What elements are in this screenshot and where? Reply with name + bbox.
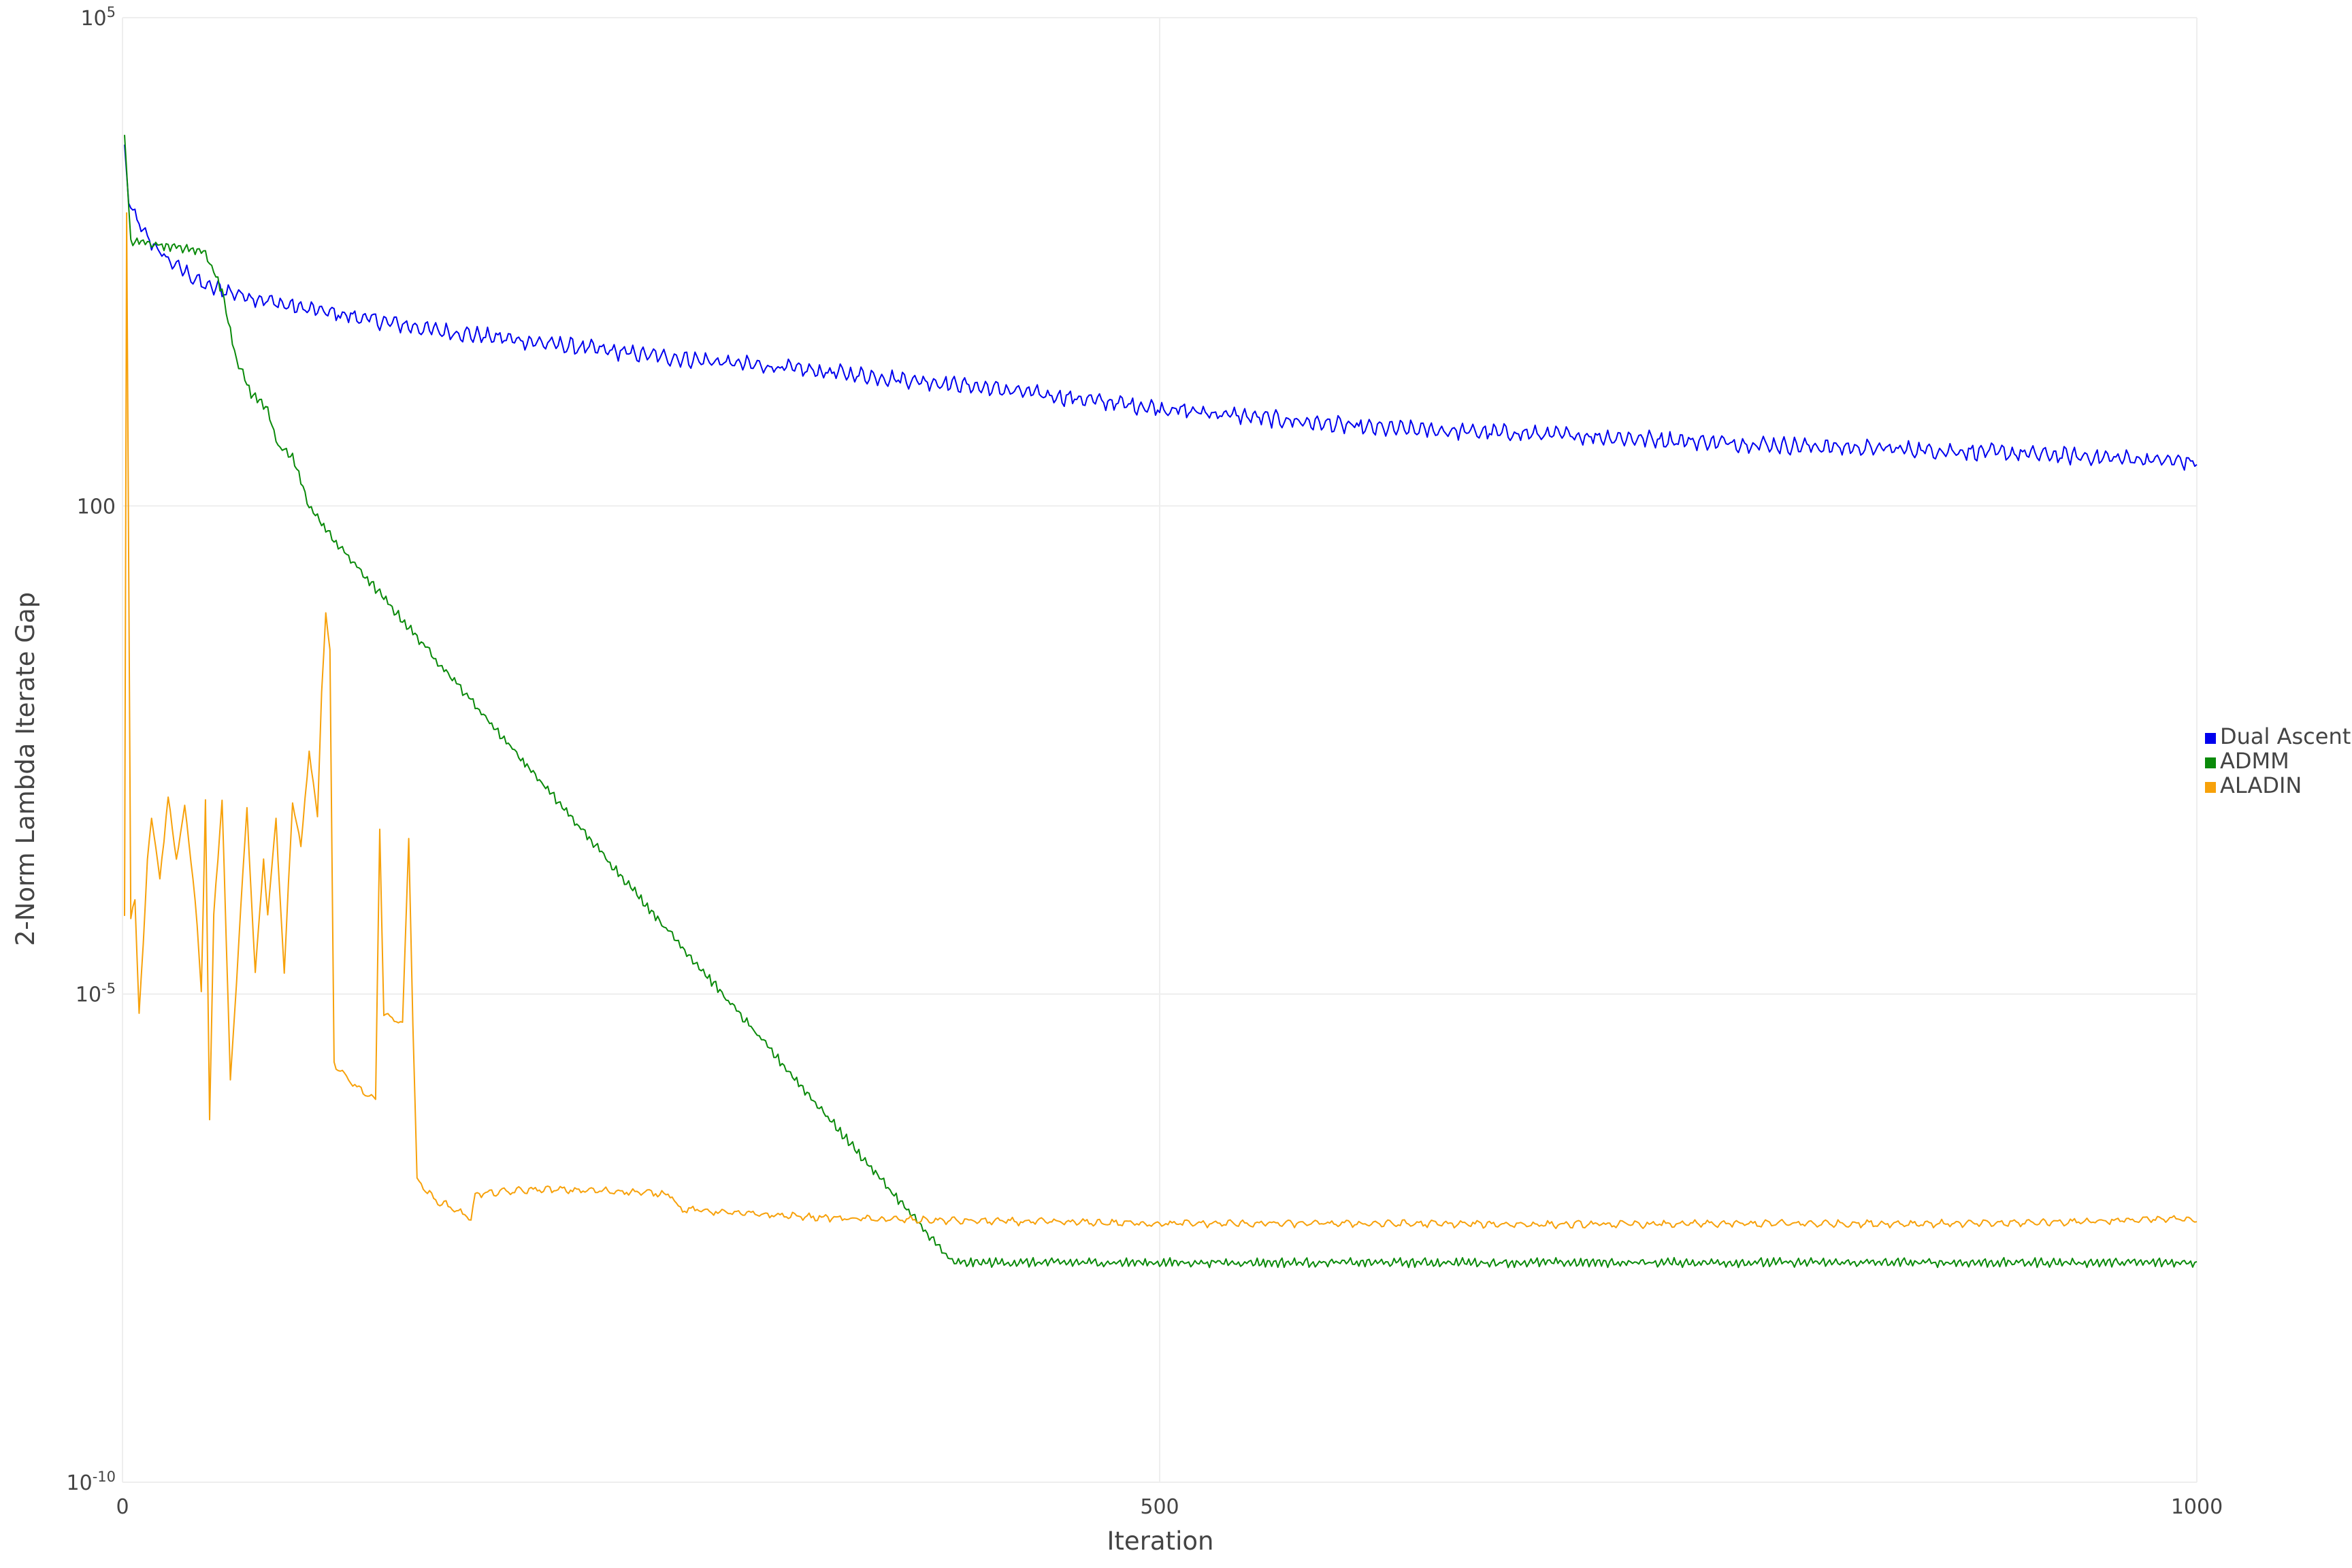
legend-label-dual-ascent[interactable]: Dual Ascent: [2220, 723, 2351, 749]
series-line-aladin: [124, 212, 2198, 1230]
x-axis-ticks: 0 500 1000: [116, 1495, 2223, 1519]
x-tick-label-0: 0: [116, 1495, 129, 1519]
y-tick-label-2: 10-5: [76, 981, 116, 1007]
series-line-dual-ascent: [124, 144, 2198, 471]
series-line-admm: [124, 135, 2198, 1269]
series-layer: [124, 135, 2198, 1269]
x-tick-label-2: 1000: [2171, 1495, 2223, 1519]
legend-swatch-admm[interactable]: [2205, 757, 2216, 768]
x-axis-title: Iteration: [1107, 1526, 1214, 1556]
y-tick-label-0: 105: [80, 4, 116, 31]
y-axis-ticks: 105 100 10-5 10-10: [67, 4, 116, 1495]
legend-swatch-dual-ascent[interactable]: [2205, 733, 2216, 744]
y-axis-title: 2-Norm Lambda Iterate Gap: [11, 592, 40, 946]
grid: [122, 17, 2198, 1483]
legend-label-aladin[interactable]: ALADIN: [2220, 772, 2302, 798]
y-tick-label-3: 10-10: [67, 1469, 116, 1495]
y-tick-label-1: 100: [77, 495, 116, 519]
legend-swatch-aladin[interactable]: [2205, 782, 2216, 793]
x-tick-label-1: 500: [1140, 1495, 1179, 1519]
legend-label-admm[interactable]: ADMM: [2220, 748, 2289, 774]
